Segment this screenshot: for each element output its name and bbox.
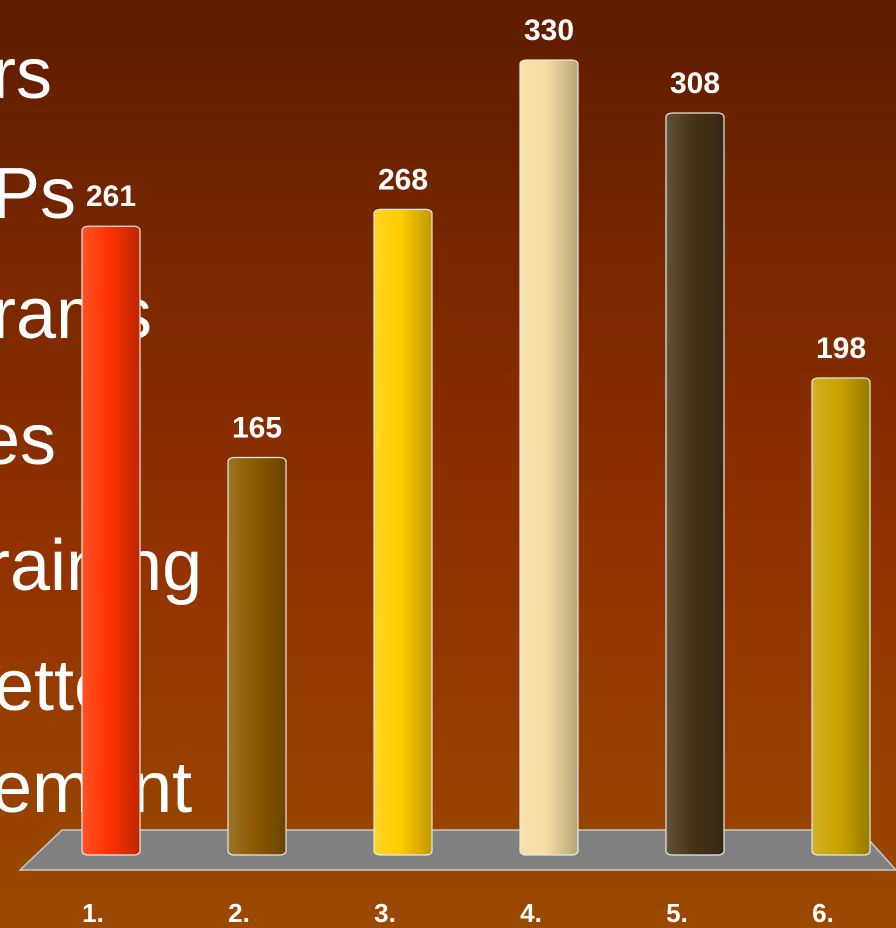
value-label-4: 330 xyxy=(524,14,574,47)
category-label-3: 3. xyxy=(374,898,396,928)
value-label-3: 268 xyxy=(378,163,428,196)
value-label-6: 198 xyxy=(816,332,866,365)
category-label-1: 1. xyxy=(82,898,104,928)
bg-text-line-1: rs xyxy=(0,34,52,114)
category-labels-group: 1. 2. 3. 4. 5. 6. xyxy=(82,898,834,928)
category-label-4: 4. xyxy=(520,898,542,928)
category-label-6: 6. xyxy=(812,898,834,928)
bar-3 xyxy=(373,208,433,856)
bar-5 xyxy=(665,112,725,856)
value-label-2: 165 xyxy=(232,412,282,445)
category-label-2: 2. xyxy=(228,898,250,928)
value-label-1: 261 xyxy=(86,180,136,213)
category-label-5: 5. xyxy=(666,898,688,928)
chart-floor xyxy=(18,829,896,871)
bar-6 xyxy=(811,377,871,856)
bar-1 xyxy=(81,225,141,856)
value-label-5: 308 xyxy=(670,67,720,100)
bars-group xyxy=(81,59,871,856)
value-labels-group: 261 165 268 330 308 198 xyxy=(86,14,866,445)
bg-text-line-2: Ps xyxy=(0,154,77,234)
bar-2 xyxy=(227,456,287,856)
bar-4 xyxy=(519,59,579,856)
bg-text-line-4: es xyxy=(0,400,57,480)
